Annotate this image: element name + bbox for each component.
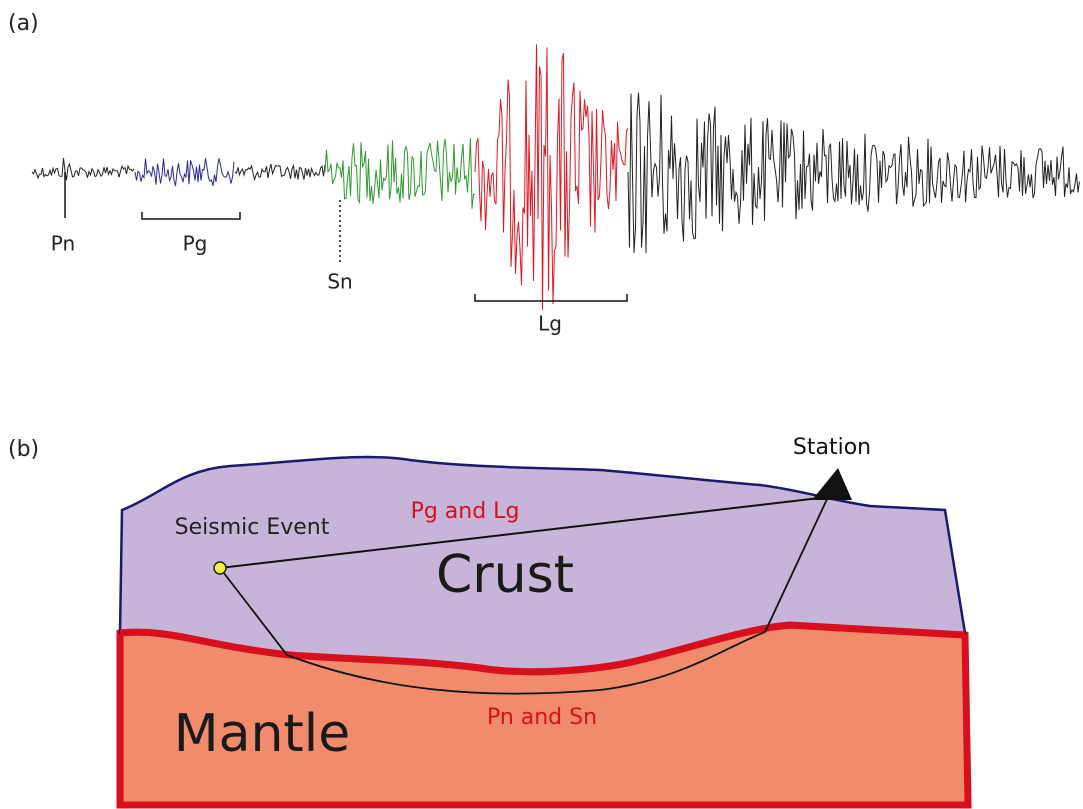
waveform-segment xyxy=(235,164,325,180)
figure: (a) Pn Pg Sn Lg (b) Station Seismic Even… xyxy=(0,0,1083,809)
event-label: Seismic Event xyxy=(175,515,330,540)
station-marker xyxy=(812,468,852,500)
layer-label: Mantle xyxy=(174,704,351,764)
waveform-segment xyxy=(32,158,134,180)
panel-label: (a) xyxy=(8,11,39,36)
panel-label: (b) xyxy=(8,437,39,462)
path-label: Pg and Lg xyxy=(411,499,520,524)
phase-label: Pn xyxy=(51,232,75,256)
station-label: Station xyxy=(793,435,871,460)
phase-label: Pg xyxy=(183,232,208,256)
waveform-segment xyxy=(475,44,628,310)
layer-label: Crust xyxy=(436,545,574,605)
seismogram xyxy=(32,44,1080,310)
lg-bracket xyxy=(475,294,627,301)
phase-label: Sn xyxy=(327,270,352,294)
waveform-segment xyxy=(628,93,1080,253)
event-marker xyxy=(214,562,226,574)
path-label: Pn and Sn xyxy=(487,705,597,730)
pg-bracket xyxy=(142,212,240,219)
phase-label: Lg xyxy=(538,312,562,336)
waveform-segment xyxy=(325,138,475,209)
waveform-segment xyxy=(135,158,234,186)
